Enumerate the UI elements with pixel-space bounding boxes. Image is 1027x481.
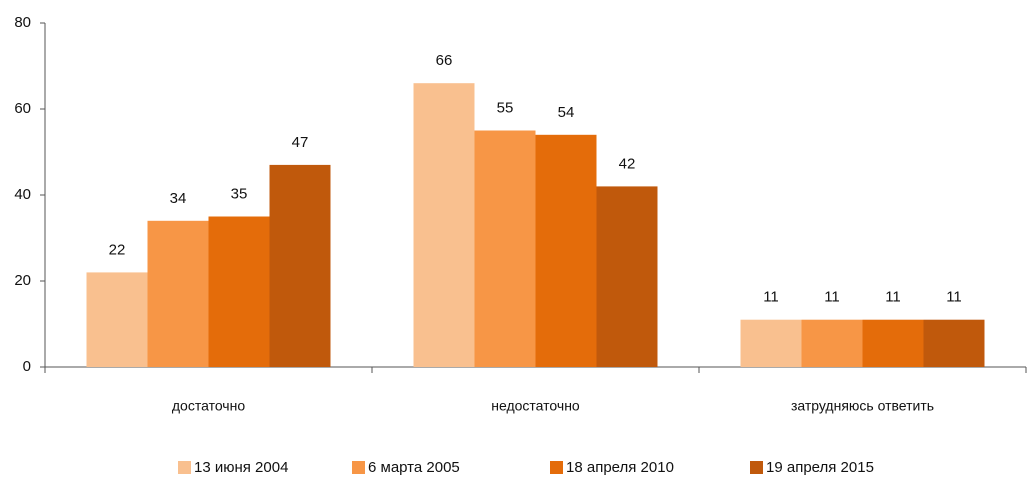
legend-label: 6 марта 2005 [368,459,460,476]
y-tick-label: 60 [14,100,31,117]
bar [208,216,270,367]
bar [740,319,802,367]
bar [923,319,985,367]
legend-label: 13 июня 2004 [194,459,288,476]
data-label: 42 [619,155,636,172]
data-label: 47 [292,134,309,151]
data-label: 66 [436,52,453,69]
data-label: 54 [558,104,575,121]
data-label: 35 [231,185,248,202]
y-tick-label: 80 [14,14,31,31]
data-label: 11 [763,289,779,306]
legend-swatch [178,461,191,474]
x-tick-label: затрудняюсь ответить [791,398,934,414]
data-label: 34 [170,190,187,207]
data-label: 11 [946,289,962,306]
y-tick-label: 20 [14,272,31,289]
y-tick-label: 0 [23,358,31,375]
legend-swatch [550,461,563,474]
legend-swatch [750,461,763,474]
bar [269,164,331,367]
bar [801,319,863,367]
bar [535,134,597,367]
data-label: 22 [109,241,126,258]
bar [862,319,924,367]
bar [147,220,209,367]
bar [413,83,475,367]
legend-swatch [352,461,365,474]
data-label: 55 [497,99,514,116]
legend-label: 18 апреля 2010 [566,459,674,476]
y-tick-label: 40 [14,186,31,203]
x-tick-label: достаточно [172,398,245,414]
legend-label: 19 апреля 2015 [766,459,874,476]
data-label: 11 [824,289,840,306]
data-label: 11 [885,289,901,306]
bar [474,130,536,367]
bar [596,186,658,367]
bar [86,272,148,367]
x-tick-label: недостаточно [491,398,580,414]
